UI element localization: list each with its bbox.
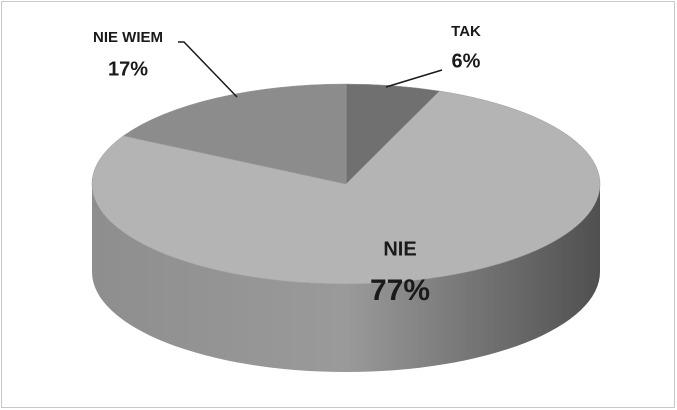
- pie-side: [92, 184, 600, 372]
- leader-line: [385, 69, 443, 88]
- leader-line: [178, 41, 238, 98]
- slice-label: TAK: [451, 23, 481, 40]
- pie-slice: [91, 90, 601, 285]
- slice-label: NIE WIEM: [93, 29, 163, 46]
- value-label: 6%: [452, 50, 481, 72]
- value-label: 77%: [370, 274, 430, 307]
- value-label: 17%: [108, 58, 148, 80]
- pie-slice: [122, 83, 347, 185]
- slice-label: NIE: [383, 238, 416, 260]
